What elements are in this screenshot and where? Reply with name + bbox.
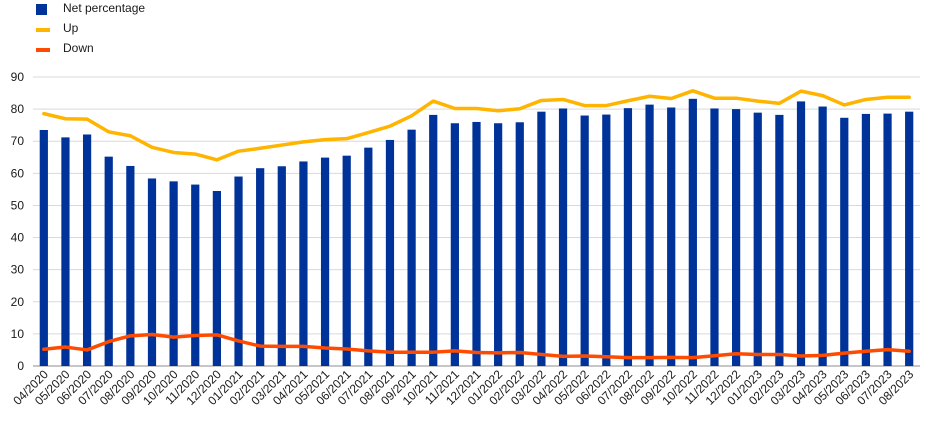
legend-swatch-net-percentage <box>36 4 47 15</box>
bar-net-percentage <box>299 161 308 366</box>
y-tick-label: 10 <box>11 327 25 341</box>
bar-net-percentage <box>104 156 113 366</box>
bar-net-percentage <box>277 166 286 366</box>
y-tick-label: 90 <box>11 70 25 84</box>
bar-net-percentage <box>537 111 546 367</box>
bar-net-percentage <box>753 112 762 366</box>
y-tick-label: 60 <box>11 166 25 180</box>
bar-net-percentage <box>320 157 330 366</box>
legend-swatch-up <box>36 28 50 32</box>
bar-net-percentage <box>645 104 654 367</box>
series-lines <box>42 89 911 360</box>
bar-net-percentage <box>861 113 871 366</box>
bar-net-percentage <box>364 147 373 366</box>
legend-label-up: Up <box>63 21 79 35</box>
y-tick-label: 20 <box>11 295 25 309</box>
bar-net-percentage <box>212 190 222 366</box>
net-percentage-bars <box>39 98 914 367</box>
bar-net-percentage <box>818 106 827 366</box>
y-tick-label: 40 <box>11 231 25 245</box>
bar-net-percentage <box>385 139 395 366</box>
bar-net-percentage <box>234 176 243 366</box>
bar-net-percentage <box>450 123 459 367</box>
bar-net-percentage <box>169 181 178 366</box>
y-tick-label: 0 <box>17 359 24 373</box>
legend-label-net-percentage: Net percentage <box>63 1 146 15</box>
bar-net-percentage <box>147 178 157 366</box>
bar-net-percentage <box>342 155 351 366</box>
legend-label-down: Down <box>63 41 94 55</box>
bar-net-percentage <box>623 108 633 367</box>
bar-net-percentage <box>126 165 135 366</box>
bar-net-percentage <box>796 101 806 366</box>
y-tick-label: 80 <box>11 102 25 116</box>
bar-net-percentage <box>775 114 784 366</box>
bar-net-percentage <box>429 114 438 366</box>
bar-net-percentage <box>494 123 503 367</box>
bar-net-percentage <box>710 108 719 367</box>
bar-net-percentage <box>515 122 524 366</box>
bar-net-percentage <box>883 113 892 367</box>
line-up <box>42 89 911 162</box>
y-tick-label: 70 <box>11 134 25 148</box>
bar-net-percentage <box>688 98 697 366</box>
bar-net-percentage <box>39 129 48 366</box>
line-down <box>42 332 911 360</box>
y-tick-label: 30 <box>11 263 25 277</box>
bar-net-percentage <box>558 108 568 367</box>
bar-net-percentage <box>82 134 92 366</box>
y-tick-label: 50 <box>11 198 25 212</box>
bar-net-percentage <box>191 184 200 366</box>
bar-net-percentage <box>731 109 741 366</box>
bar-net-percentage <box>602 114 611 366</box>
bar-net-percentage <box>256 168 265 366</box>
bar-net-percentage <box>905 111 914 367</box>
bar-net-percentage <box>840 117 849 366</box>
bar-net-percentage <box>472 121 481 366</box>
bar-net-percentage <box>667 107 676 366</box>
bar-net-percentage <box>407 129 416 366</box>
legend-swatch-down <box>36 48 50 52</box>
bar-net-percentage <box>580 115 589 367</box>
bar-net-percentage <box>61 137 70 366</box>
